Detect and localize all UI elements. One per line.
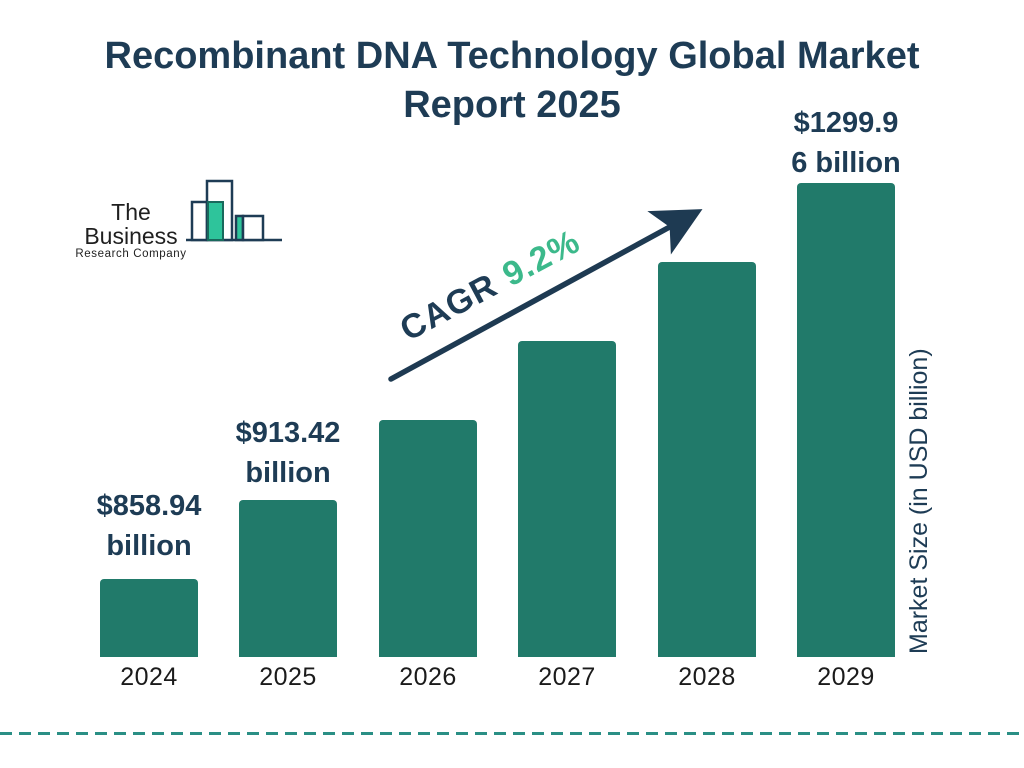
bar-2026	[379, 420, 477, 657]
x-tick-2025: 2025	[259, 663, 317, 691]
cagr-prefix: CAGR	[393, 266, 504, 349]
x-tick-2024: 2024	[120, 663, 178, 691]
bar-2028	[658, 262, 756, 657]
bar-2027	[518, 341, 616, 657]
bottom-dashed-divider	[0, 732, 1024, 735]
bar-2024	[100, 579, 198, 657]
page-title: Recombinant DNA Technology Global Market…	[104, 35, 920, 126]
value-label-2029: $1299.9 6 billion	[791, 107, 901, 179]
logo-bar-chart-icon	[186, 179, 282, 242]
value-label-2024: $858.94 billion	[96, 490, 202, 562]
y-axis-label: Market Size (in USD billion)	[905, 348, 933, 654]
logo-text: The Business Research Company	[64, 200, 198, 261]
value-label-2025: $913.42 billion	[235, 417, 341, 489]
x-tick-2029: 2029	[817, 663, 875, 691]
logo-subname: Research Company	[75, 248, 187, 260]
x-tick-2026: 2026	[399, 663, 457, 691]
x-tick-2027: 2027	[538, 663, 596, 691]
company-logo: The Business Research Company	[64, 178, 290, 260]
x-tick-2028: 2028	[678, 663, 736, 691]
bar-2025	[239, 500, 337, 657]
logo-name: The Business	[84, 199, 178, 249]
cagr-value: 9.2%	[496, 222, 587, 295]
bar-2029	[797, 183, 895, 657]
